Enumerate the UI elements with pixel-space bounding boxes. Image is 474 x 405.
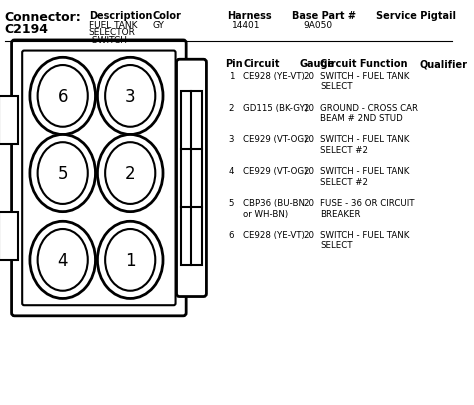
Text: CE929 (VT-OG): CE929 (VT-OG) xyxy=(243,135,308,144)
Text: CE928 (YE-VT): CE928 (YE-VT) xyxy=(243,72,305,81)
Text: SWITCH - FUEL TANK
SELECT: SWITCH - FUEL TANK SELECT xyxy=(320,230,410,250)
Ellipse shape xyxy=(105,230,155,291)
Text: 4: 4 xyxy=(57,251,68,269)
Ellipse shape xyxy=(30,58,95,135)
Ellipse shape xyxy=(37,66,88,128)
Text: 20: 20 xyxy=(303,230,314,239)
Text: FUEL TANK: FUEL TANK xyxy=(89,21,137,30)
Text: 3: 3 xyxy=(125,87,136,106)
Text: Circuit: Circuit xyxy=(243,59,280,69)
FancyBboxPatch shape xyxy=(11,41,186,316)
Text: GROUND - CROSS CAR
BEAM # 2ND STUD: GROUND - CROSS CAR BEAM # 2ND STUD xyxy=(320,103,418,123)
Text: 2: 2 xyxy=(125,165,136,183)
Text: CE928 (YE-VT): CE928 (YE-VT) xyxy=(243,230,305,239)
Text: SWITCH - FUEL TANK
SELECT #2: SWITCH - FUEL TANK SELECT #2 xyxy=(320,135,410,154)
Text: GD115 (BK-GY): GD115 (BK-GY) xyxy=(243,103,308,112)
Text: SWITCH: SWITCH xyxy=(89,36,127,45)
Text: 5: 5 xyxy=(228,198,234,208)
Bar xyxy=(0,212,18,260)
Text: CE929 (VT-OG): CE929 (VT-OG) xyxy=(243,167,308,176)
Text: Harness: Harness xyxy=(227,11,271,21)
Text: 20: 20 xyxy=(303,103,314,112)
Ellipse shape xyxy=(30,135,95,212)
Text: 20: 20 xyxy=(303,72,314,81)
Ellipse shape xyxy=(30,222,95,299)
Text: FUSE - 36 OR CIRCUIT
BREAKER: FUSE - 36 OR CIRCUIT BREAKER xyxy=(320,198,415,218)
Text: 4: 4 xyxy=(228,167,234,176)
Text: 14401: 14401 xyxy=(231,21,260,30)
Text: Qualifier: Qualifier xyxy=(419,59,467,69)
Text: 20: 20 xyxy=(303,135,314,144)
Text: Circuit Function: Circuit Function xyxy=(320,59,408,69)
Ellipse shape xyxy=(37,230,88,291)
Text: SELECTOR: SELECTOR xyxy=(89,28,136,37)
Ellipse shape xyxy=(98,222,163,299)
Text: Connector:: Connector: xyxy=(5,11,82,24)
Text: SWITCH - FUEL TANK
SELECT #2: SWITCH - FUEL TANK SELECT #2 xyxy=(320,167,410,186)
Bar xyxy=(182,92,201,265)
Text: Description: Description xyxy=(89,11,152,21)
Text: 20: 20 xyxy=(303,167,314,176)
Text: GY: GY xyxy=(153,21,164,30)
Text: 9A050: 9A050 xyxy=(303,21,332,30)
Text: C2194: C2194 xyxy=(5,23,49,36)
Ellipse shape xyxy=(98,58,163,135)
Text: 6: 6 xyxy=(57,87,68,106)
Ellipse shape xyxy=(98,135,163,212)
Text: 1: 1 xyxy=(125,251,136,269)
Text: Color: Color xyxy=(153,11,181,21)
Ellipse shape xyxy=(37,143,88,205)
Text: CBP36 (BU-BN
or WH-BN): CBP36 (BU-BN or WH-BN) xyxy=(243,198,305,218)
Text: 5: 5 xyxy=(57,165,68,183)
Bar xyxy=(0,97,18,145)
FancyBboxPatch shape xyxy=(22,51,175,305)
Text: SWITCH - FUEL TANK
SELECT: SWITCH - FUEL TANK SELECT xyxy=(320,72,410,91)
Text: Base Part #: Base Part # xyxy=(292,11,356,21)
Ellipse shape xyxy=(105,143,155,205)
Ellipse shape xyxy=(105,66,155,128)
FancyBboxPatch shape xyxy=(176,60,206,297)
Text: 20: 20 xyxy=(303,198,314,208)
Text: 1: 1 xyxy=(228,72,234,81)
Text: 3: 3 xyxy=(228,135,234,144)
Text: Service Pigtail: Service Pigtail xyxy=(376,11,456,21)
Text: 2: 2 xyxy=(228,103,234,112)
Text: Gauge: Gauge xyxy=(299,59,334,69)
Text: Pin: Pin xyxy=(225,59,242,69)
Text: 6: 6 xyxy=(228,230,234,239)
